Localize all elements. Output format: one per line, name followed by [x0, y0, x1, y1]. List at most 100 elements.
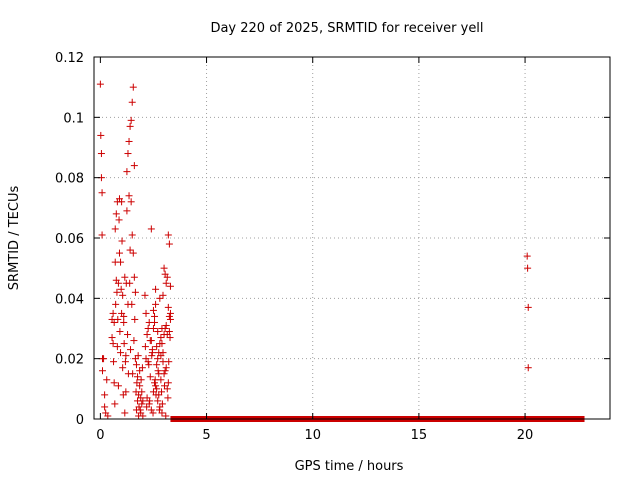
data-point: [161, 325, 169, 332]
data-point: [138, 388, 146, 396]
data-point: [117, 258, 125, 266]
data-point: [104, 412, 112, 420]
data-point: [160, 370, 168, 378]
data-point: [141, 343, 149, 351]
data-point: [118, 237, 126, 245]
y-tick-label: 0.06: [55, 232, 84, 247]
data-point: [134, 352, 142, 360]
data-point: [128, 231, 136, 239]
data-point: [114, 279, 122, 287]
data-point: [128, 300, 136, 308]
data-point: [139, 397, 147, 405]
data-point: [146, 373, 154, 381]
data-point: [124, 331, 132, 339]
data-point: [119, 364, 127, 372]
x-tick-label: 0: [96, 428, 104, 443]
data-point: [101, 403, 109, 411]
data-point: [147, 225, 155, 233]
data-point: [132, 361, 140, 369]
data-point: [166, 309, 174, 317]
data-point: [523, 252, 531, 260]
data-point: [160, 382, 168, 390]
data-point: [151, 312, 159, 320]
data-point: [126, 246, 134, 254]
data-point: [110, 379, 118, 387]
data-point: [148, 352, 156, 360]
data-point: [151, 379, 159, 387]
data-point: [152, 285, 160, 293]
x-axis-label: GPS time / hours: [295, 459, 404, 474]
data-point: [142, 309, 150, 317]
data-point: [151, 318, 159, 326]
data-point: [166, 315, 174, 323]
data-point: [524, 364, 532, 372]
x-tick-label: 5: [202, 428, 210, 443]
y-tick-label: 0.08: [55, 172, 84, 187]
data-point: [144, 358, 152, 366]
data-point: [115, 216, 123, 224]
data-point: [154, 355, 162, 363]
data-point: [162, 279, 170, 287]
data-point: [165, 312, 173, 320]
data-points: [96, 80, 532, 420]
data-point: [121, 273, 129, 281]
chart-title: Day 220 of 2025, SRMTID for receiver yel…: [210, 21, 483, 36]
data-point: [524, 303, 532, 311]
data-point: [120, 312, 128, 320]
data-point: [116, 328, 124, 336]
data-point: [128, 98, 136, 106]
data-point: [163, 273, 171, 281]
data-point: [164, 379, 172, 387]
data-point: [143, 331, 151, 339]
y-tick-label: 0: [76, 413, 84, 428]
data-point: [146, 397, 154, 405]
data-point: [147, 406, 155, 414]
data-point: [109, 340, 117, 348]
data-point: [130, 162, 138, 170]
data-point: [108, 334, 116, 342]
data-point: [136, 382, 144, 390]
data-point: [162, 321, 170, 329]
data-point: [98, 367, 106, 375]
y-tick-label: 0.04: [55, 292, 84, 307]
data-point: [130, 337, 138, 345]
data-point: [114, 382, 122, 390]
data-point: [101, 391, 109, 399]
data-point: [143, 403, 151, 411]
data-point: [164, 303, 172, 311]
data-point: [159, 358, 167, 366]
data-point: [98, 189, 106, 197]
data-point: [129, 370, 137, 378]
data-point: [148, 346, 156, 354]
data-point: [131, 288, 139, 296]
data-point: [111, 400, 119, 408]
data-point: [149, 325, 157, 332]
plot-frame: [93, 56, 611, 420]
data-point: [98, 231, 106, 239]
data-point: [149, 306, 157, 314]
data-point: [100, 355, 108, 363]
data-point: [129, 83, 137, 91]
axis-ticks: 0 0.02 0.04 0.06 0.08 0.1 0.12 0 5 10 15 20: [55, 51, 610, 443]
data-point: [126, 122, 134, 130]
data-point: [164, 394, 172, 402]
data-point: [112, 300, 120, 308]
data-point: [162, 412, 170, 420]
data-point: [155, 406, 163, 414]
data-point: [115, 249, 123, 257]
data-point: [149, 409, 157, 417]
data-point: [162, 364, 170, 372]
x-tick-label: 15: [411, 428, 428, 443]
data-point: [110, 358, 118, 366]
data-point: [138, 400, 146, 408]
data-point: [119, 291, 127, 299]
data-point: [157, 334, 165, 342]
x-tick-label: 20: [517, 428, 534, 443]
data-point: [154, 328, 162, 336]
data-point: [158, 400, 166, 408]
data-point: [120, 318, 128, 326]
x-tick-label: 10: [304, 428, 321, 443]
data-point: [139, 412, 147, 420]
data-point: [125, 192, 133, 200]
data-point: [159, 291, 167, 299]
